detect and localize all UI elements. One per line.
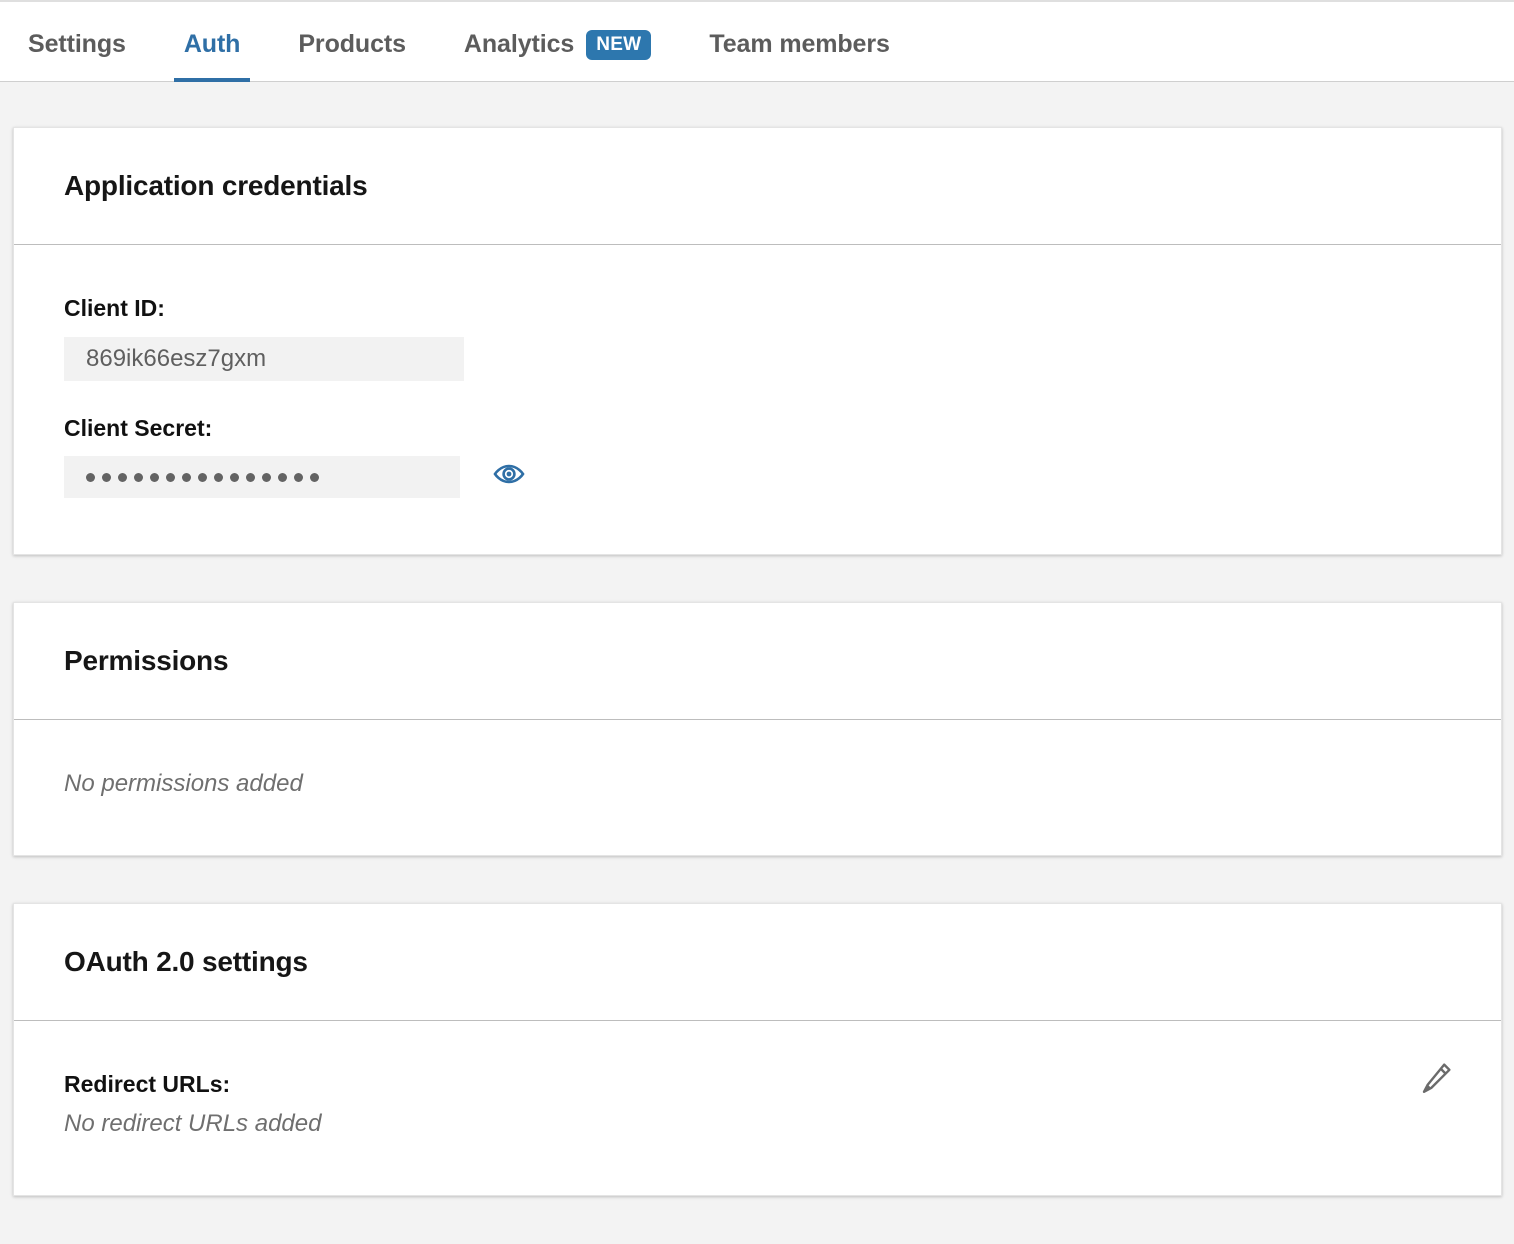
permissions-title: Permissions: [64, 645, 229, 677]
masked-dot: [278, 472, 287, 482]
oauth-settings-card: OAuth 2.0 settings Redirect URLs: No red…: [13, 902, 1502, 1196]
masked-dot: [310, 472, 319, 482]
permissions-empty-text: No permissions added: [64, 770, 303, 798]
permissions-body: No permissions added: [14, 720, 1501, 855]
masked-dot: [230, 472, 239, 482]
tab-auth[interactable]: Auth: [173, 2, 250, 82]
application-credentials-header: Application credentials: [14, 128, 1501, 245]
tab-team-members-label: Team members: [709, 29, 890, 58]
masked-dot: [198, 472, 207, 482]
reveal-secret-button[interactable]: [493, 462, 525, 489]
oauth-settings-header: OAuth 2.0 settings: [14, 904, 1501, 1021]
tab-analytics[interactable]: Analytics NEW: [464, 2, 652, 82]
oauth-settings-title: OAuth 2.0 settings: [64, 945, 308, 977]
masked-dot: [134, 472, 143, 482]
pencil-icon: [1419, 1063, 1453, 1098]
tab-team-members[interactable]: Team members: [709, 2, 889, 82]
client-id-value[interactable]: 869ik66esz7gxm: [64, 336, 464, 381]
masked-dot: [150, 472, 159, 482]
client-secret-masked-dots: [86, 472, 319, 482]
masked-dot: [294, 472, 303, 482]
edit-redirect-urls-button[interactable]: [1419, 1061, 1453, 1095]
tab-settings[interactable]: Settings: [28, 2, 126, 82]
masked-dot: [182, 472, 191, 482]
permissions-card: Permissions No permissions added: [13, 602, 1502, 856]
tab-products[interactable]: Products: [298, 2, 406, 82]
redirect-urls-empty-text: No redirect URLs added: [64, 1109, 322, 1137]
masked-dot: [246, 472, 255, 482]
tab-analytics-label: Analytics: [463, 29, 575, 58]
content-area: Application credentials Client ID: 869ik…: [0, 82, 1514, 1196]
eye-icon: [493, 462, 525, 489]
tab-settings-label: Settings: [28, 29, 126, 58]
application-credentials-body: Client ID: 869ik66esz7gxm Client Secret:: [14, 245, 1501, 554]
client-secret-row: [64, 456, 1451, 499]
application-credentials-card: Application credentials Client ID: 869ik…: [13, 127, 1502, 556]
application-credentials-title: Application credentials: [64, 170, 368, 201]
masked-dot: [214, 472, 223, 482]
tab-products-label: Products: [298, 29, 406, 58]
masked-dot: [166, 472, 175, 482]
new-badge: NEW: [586, 30, 652, 60]
permissions-header: Permissions: [14, 603, 1501, 721]
oauth-settings-body: Redirect URLs: No redirect URLs added: [14, 1021, 1501, 1195]
masked-dot: [262, 472, 271, 482]
tab-auth-label: Auth: [183, 29, 241, 58]
masked-dot: [86, 472, 95, 482]
client-id-label: Client ID:: [64, 295, 165, 321]
primary-tab-bar: Settings Auth Products Analytics NEW Tea…: [0, 0, 1514, 82]
masked-dot: [118, 472, 127, 482]
redirect-urls-label: Redirect URLs:: [64, 1070, 231, 1097]
client-secret-value[interactable]: [64, 456, 460, 499]
client-secret-label: Client Secret:: [64, 414, 213, 441]
masked-dot: [102, 472, 111, 482]
